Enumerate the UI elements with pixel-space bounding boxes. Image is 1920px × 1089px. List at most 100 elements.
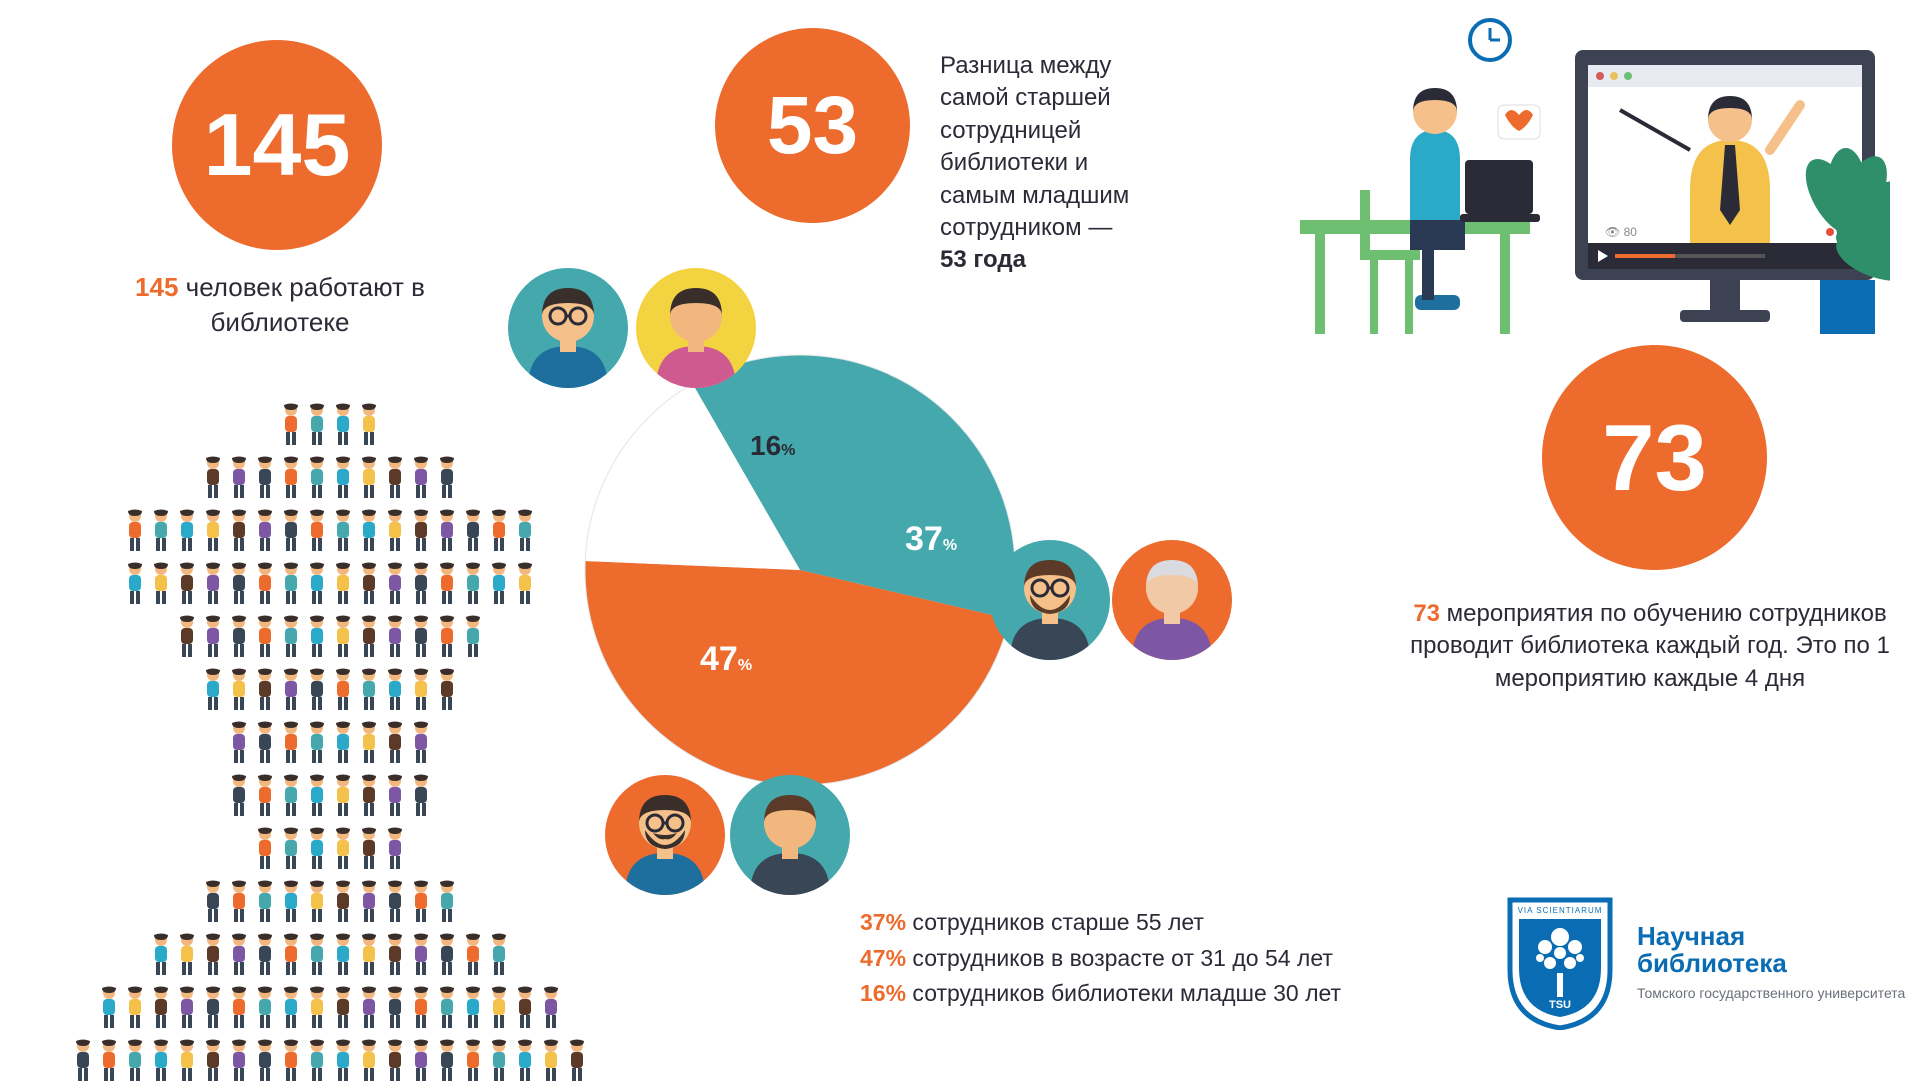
- stat-value-employees: 145: [204, 94, 351, 196]
- crowd-person-icon: [332, 827, 354, 874]
- pie-slice-label: 16%: [750, 430, 795, 462]
- crowd-arrow-illustration: [70, 400, 590, 1089]
- stat-circle-events: 73: [1542, 345, 1767, 570]
- crowd-person-icon: [410, 562, 432, 609]
- crowd-person-icon: [176, 986, 198, 1033]
- crowd-person-icon: [254, 456, 276, 503]
- legend-row: 47% сотрудников в возрасте от 31 до 54 л…: [860, 941, 1341, 977]
- crowd-person-icon: [306, 668, 328, 715]
- crowd-person-icon: [280, 1039, 302, 1086]
- crowd-person-icon: [436, 456, 458, 503]
- crowd-person-icon: [228, 933, 250, 980]
- crowd-person-icon: [488, 933, 510, 980]
- crowd-person-icon: [150, 1039, 172, 1086]
- avatar-icon: [605, 775, 725, 895]
- crowd-person-icon: [176, 933, 198, 980]
- crowd-person-icon: [176, 562, 198, 609]
- crowd-person-icon: [436, 986, 458, 1033]
- crowd-person-icon: [436, 509, 458, 556]
- pie-slice-label: 37%: [905, 520, 957, 559]
- crowd-person-icon: [332, 615, 354, 662]
- crowd-person-icon: [124, 562, 146, 609]
- crowd-person-icon: [202, 615, 224, 662]
- events-caption-rest: мероприятия по обучению сотрудников пров…: [1410, 600, 1890, 692]
- crowd-person-icon: [202, 933, 224, 980]
- crowd-person-icon: [280, 880, 302, 927]
- crowd-person-icon: [150, 509, 172, 556]
- stat-value-age-gap: 53: [767, 79, 858, 173]
- crowd-person-icon: [176, 509, 198, 556]
- crowd-person-icon: [332, 562, 354, 609]
- age-pie-svg: [582, 352, 1018, 788]
- crowd-person-icon: [358, 721, 380, 768]
- crowd-person-icon: [436, 668, 458, 715]
- crowd-person-icon: [332, 880, 354, 927]
- crowd-person-icon: [98, 1039, 120, 1086]
- svg-text:TSU: TSU: [1549, 999, 1571, 1011]
- crowd-person-icon: [202, 880, 224, 927]
- crowd-person-icon: [410, 774, 432, 821]
- crowd-person-icon: [280, 721, 302, 768]
- crowd-person-icon: [384, 1039, 406, 1086]
- crowd-person-icon: [150, 986, 172, 1033]
- crowd-person-icon: [332, 721, 354, 768]
- crowd-person-icon: [332, 774, 354, 821]
- crowd-person-icon: [384, 456, 406, 503]
- crowd-person-icon: [332, 403, 354, 450]
- crowd-person-icon: [436, 933, 458, 980]
- crowd-person-icon: [410, 615, 432, 662]
- crowd-person-icon: [384, 615, 406, 662]
- crowd-person-icon: [384, 986, 406, 1033]
- crowd-person-icon: [280, 403, 302, 450]
- crowd-person-icon: [384, 774, 406, 821]
- crowd-person-icon: [280, 933, 302, 980]
- crowd-person-icon: [280, 774, 302, 821]
- crowd-person-icon: [72, 1039, 94, 1086]
- crowd-person-icon: [410, 1039, 432, 1086]
- crowd-person-icon: [254, 933, 276, 980]
- crowd-person-icon: [254, 562, 276, 609]
- avatar-icon: [508, 268, 628, 388]
- svg-text:VIA SCIENTIARUM: VIA SCIENTIARUM: [1518, 906, 1603, 915]
- age-gap-caption: Разница междусамой старшейсотрудницейбиб…: [940, 50, 1240, 277]
- online-learning-illustration: 👁 80LIVE: [1290, 10, 1890, 340]
- crowd-person-icon: [410, 880, 432, 927]
- crowd-person-icon: [410, 668, 432, 715]
- svg-text:👁 80: 👁 80: [1605, 225, 1637, 239]
- crowd-person-icon: [332, 456, 354, 503]
- stat-circle-age-gap: 53: [715, 28, 910, 223]
- crowd-person-icon: [280, 615, 302, 662]
- crowd-person-icon: [384, 562, 406, 609]
- crowd-person-icon: [514, 1039, 536, 1086]
- crowd-person-icon: [254, 827, 276, 874]
- legend-row: 37% сотрудников старше 55 лет: [860, 905, 1341, 941]
- crowd-person-icon: [228, 456, 250, 503]
- crowd-person-icon: [202, 668, 224, 715]
- crowd-person-icon: [150, 933, 172, 980]
- crowd-person-icon: [462, 986, 484, 1033]
- crowd-person-icon: [228, 562, 250, 609]
- crowd-person-icon: [254, 721, 276, 768]
- crowd-person-icon: [436, 615, 458, 662]
- legend-row: 16% сотрудников библиотеки младше 30 лет: [860, 976, 1341, 1012]
- crowd-person-icon: [280, 668, 302, 715]
- crowd-person-icon: [410, 721, 432, 768]
- crowd-person-icon: [306, 509, 328, 556]
- avatar-icon: [990, 540, 1110, 660]
- crowd-person-icon: [306, 827, 328, 874]
- crowd-person-icon: [358, 880, 380, 927]
- crowd-person-icon: [254, 986, 276, 1033]
- crowd-person-icon: [462, 509, 484, 556]
- crowd-person-icon: [280, 456, 302, 503]
- crowd-person-icon: [202, 986, 224, 1033]
- crowd-person-icon: [410, 986, 432, 1033]
- logo-line1: Научная: [1637, 923, 1905, 950]
- crowd-person-icon: [306, 403, 328, 450]
- crowd-person-icon: [332, 509, 354, 556]
- crowd-person-icon: [358, 562, 380, 609]
- crowd-person-icon: [436, 880, 458, 927]
- employees-caption-rest: человек работают в библиотеке: [178, 272, 425, 337]
- crowd-person-icon: [280, 562, 302, 609]
- crowd-person-icon: [228, 986, 250, 1033]
- crowd-person-icon: [306, 933, 328, 980]
